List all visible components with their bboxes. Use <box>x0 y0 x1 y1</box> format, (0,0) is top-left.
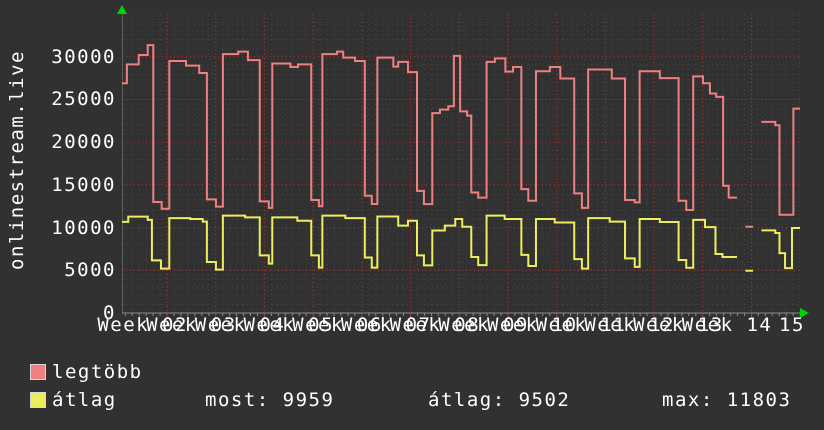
x-tick-label: Week 11 <box>535 314 627 336</box>
y-tick-label: 0 <box>103 302 116 324</box>
y-tick-label: 15000 <box>51 173 116 196</box>
x-tick-label: Week 04 <box>194 314 286 336</box>
x-tick-label: Week 02 <box>97 314 188 336</box>
x-tick-label: Week 14 <box>681 314 773 336</box>
y-tick-label: 5000 <box>64 259 116 282</box>
plot-area <box>122 14 800 321</box>
y-tick-label: 10000 <box>51 216 116 239</box>
x-tick-label: 15 <box>779 314 805 336</box>
y-axis-arrow-icon <box>117 5 127 14</box>
x-tick-label: Week 08 <box>389 314 481 336</box>
x-tick-label: Week 13 <box>633 314 724 336</box>
stat-most: most: 9959 <box>205 389 335 411</box>
legend-label-atlag: átlag <box>52 389 117 411</box>
stat-atlag: átlag: 9502 <box>428 389 571 411</box>
chart-svg <box>122 14 800 318</box>
y-tick-label: 25000 <box>51 88 116 111</box>
y-tick-label: 30000 <box>51 45 116 68</box>
stat-max: max: 11803 <box>662 389 792 411</box>
x-tick-label: Week 12 <box>584 314 675 336</box>
x-tick-label: Week 05 <box>243 314 335 336</box>
legend-label-legtobb: legtöbb <box>52 361 143 383</box>
x-tick-label: Week 03 <box>146 314 237 336</box>
x-tick-label: Week 07 <box>340 314 432 336</box>
legend-swatch-legtobb <box>30 364 46 380</box>
x-tick-label: Week 09 <box>438 314 529 336</box>
y-tick-label: 20000 <box>51 131 116 154</box>
x-axis-arrow-icon <box>800 308 809 318</box>
legend-swatch-atlag <box>30 392 46 408</box>
x-tick-label: Week 06 <box>292 314 383 336</box>
x-tick-label: Week 10 <box>486 314 578 336</box>
